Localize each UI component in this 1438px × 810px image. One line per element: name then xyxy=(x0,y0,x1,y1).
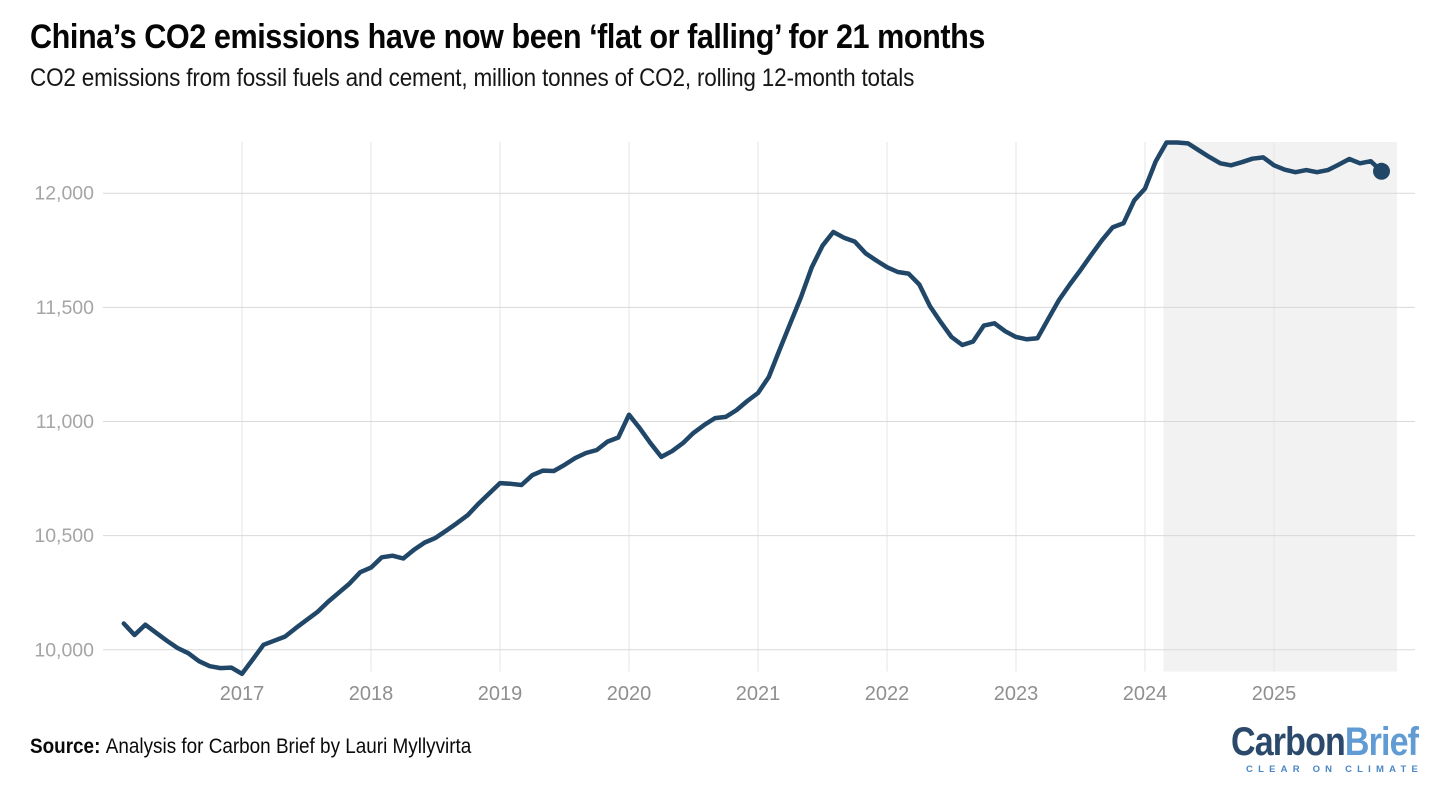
x-tick-label: 2025 xyxy=(1252,683,1297,705)
x-tick-label: 2022 xyxy=(865,683,910,705)
x-tick-label: 2024 xyxy=(1123,683,1168,705)
emissions-line xyxy=(121,140,1384,677)
chart-title: China’s CO2 emissions have now been ‘fla… xyxy=(30,18,985,56)
source-note: Source: Analysis for Carbon Brief by Laur… xyxy=(30,735,471,759)
x-tick-label: 2020 xyxy=(607,683,652,705)
logo-carbon: Carbon xyxy=(1230,720,1346,764)
latest-point-dot xyxy=(1373,162,1390,180)
x-tick-label: 2019 xyxy=(478,683,523,705)
source-label: Source: xyxy=(30,735,101,758)
y-tick-label: 10,000 xyxy=(34,639,94,661)
logo-brief: Brief xyxy=(1344,720,1419,764)
x-tick-label: 2018 xyxy=(349,683,394,705)
y-tick-label: 12,000 xyxy=(34,183,94,205)
chart-subtitle: CO2 emissions from fossil fuels and ceme… xyxy=(30,64,915,92)
y-tick-label: 11,500 xyxy=(36,297,94,319)
y-tick-label: 11,000 xyxy=(36,411,94,433)
source-text: Analysis for Carbon Brief by Lauri Mylly… xyxy=(105,735,472,758)
logo-tagline: CLEAR ON CLIMATE xyxy=(1246,764,1423,775)
x-tick-label: 2021 xyxy=(736,683,781,705)
emissions-line-chart: 2017 2018 2019 2020 2021 2022 2023 2024 2025 10,0… xyxy=(34,140,1415,705)
x-tick-label: 2023 xyxy=(994,683,1039,705)
highlight-region xyxy=(1163,142,1397,672)
carbonbrief-logo-text: CarbonBrief xyxy=(1230,720,1419,764)
x-tick-label: 2017 xyxy=(220,683,265,705)
carbonbrief-logo[interactable]: CarbonBrief CLEAR ON CLIMATE xyxy=(1198,720,1419,775)
y-tick-label: 10,500 xyxy=(34,525,94,547)
